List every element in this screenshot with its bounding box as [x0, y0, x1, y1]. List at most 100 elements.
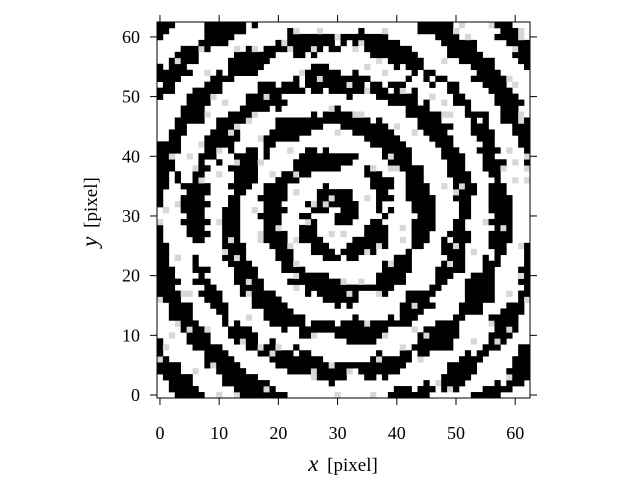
heatmap-cell [470, 75, 478, 82]
heatmap-cell [257, 236, 264, 244]
heatmap-cell [417, 344, 424, 351]
heatmap-cell [393, 386, 401, 393]
heatmap-cell [458, 380, 466, 387]
heatmap-cell [263, 189, 270, 196]
heatmap-cell [299, 326, 306, 333]
heatmap-cell [186, 338, 193, 345]
heatmap-cell [186, 69, 193, 77]
heatmap-cell [370, 87, 377, 94]
heatmap-cell [423, 183, 430, 190]
heatmap-cell [411, 195, 418, 202]
heatmap-cell [198, 159, 205, 166]
heatmap-cell [370, 332, 377, 339]
heatmap-cell [299, 69, 306, 77]
heatmap-cell [524, 284, 531, 291]
heatmap-cell [429, 207, 436, 214]
heatmap-cell [518, 296, 525, 303]
heatmap-cell [506, 75, 513, 82]
heatmap-cell [524, 135, 531, 142]
heatmap-cell [393, 165, 401, 172]
heatmap-cell [423, 195, 430, 202]
heatmap-cell [275, 93, 282, 100]
heatmap-cell [174, 254, 181, 262]
heatmap-cell [423, 230, 430, 238]
heatmap-cell [180, 201, 187, 208]
heatmap-cell [157, 242, 164, 250]
heatmap-cell [524, 129, 531, 136]
heatmap-cell [186, 218, 193, 226]
heatmap-cell [364, 338, 371, 345]
heatmap-cell [423, 218, 430, 226]
heatmap-cell [293, 171, 300, 178]
heatmap-cell [470, 302, 478, 309]
heatmap-cell [281, 260, 288, 267]
heatmap-cell [245, 260, 253, 267]
heatmap-cell [233, 362, 241, 369]
heatmap-cell [198, 171, 205, 178]
heatmap-cell [269, 296, 276, 303]
heatmap-cell [233, 177, 241, 184]
heatmap-cell [269, 302, 276, 309]
heatmap-cell [192, 207, 199, 214]
heatmap-cell [405, 111, 412, 118]
heatmap-cell [310, 326, 318, 333]
heatmap-cell [328, 195, 335, 202]
heatmap-cell [328, 290, 335, 297]
heatmap-cell [524, 242, 531, 250]
heatmap-cell [228, 69, 235, 77]
heatmap-cell [411, 87, 418, 94]
heatmap-cell [251, 207, 258, 214]
heatmap-cell [524, 254, 531, 262]
heatmap-cell [340, 75, 347, 82]
heatmap-cell [269, 171, 276, 178]
heatmap-cell [364, 374, 371, 381]
heatmap-cell [453, 242, 460, 250]
heatmap-cell [346, 332, 353, 339]
heatmap-cell [263, 386, 270, 393]
heatmap-cell [305, 147, 312, 154]
heatmap-cell [340, 368, 347, 375]
heatmap-cell [233, 386, 241, 393]
heatmap-cell [476, 147, 483, 154]
heatmap-cell [180, 111, 187, 118]
heatmap-cell [482, 147, 489, 154]
heatmap-cell [257, 99, 264, 106]
heatmap-cell [387, 356, 395, 363]
heatmap-cell [257, 290, 264, 297]
heatmap-cell [393, 93, 401, 100]
heatmap-cell [346, 159, 353, 166]
heatmap-cell [358, 123, 365, 130]
heatmap-cell [334, 159, 341, 166]
heatmap-cell [257, 159, 264, 166]
heatmap-cell [269, 183, 276, 190]
heatmap-cell [500, 207, 507, 214]
heatmap-cell [316, 87, 324, 94]
heatmap-cell [458, 308, 466, 315]
heatmap-cell [470, 63, 478, 71]
x-axis-label-unit: [pixel] [327, 455, 378, 476]
heatmap-cell [222, 368, 229, 375]
heatmap-cell [399, 51, 406, 59]
heatmap-cell [494, 314, 501, 321]
heatmap-cell [162, 183, 170, 190]
heatmap-cell [417, 308, 424, 315]
heatmap-cell [305, 236, 312, 244]
heatmap-cell [411, 189, 418, 196]
heatmap-cell [233, 171, 241, 178]
heatmap-cell [222, 254, 229, 262]
heatmap-cell [275, 129, 282, 136]
heatmap-cell [346, 117, 353, 124]
heatmap-cell [157, 189, 164, 196]
heatmap-cell [512, 159, 519, 166]
heatmap-cell [393, 272, 401, 279]
heatmap-cell [458, 39, 466, 47]
heatmap-cell [470, 39, 478, 47]
heatmap-cell [387, 392, 395, 399]
heatmap-cell [405, 159, 412, 166]
heatmap-cell [482, 290, 489, 297]
heatmap-cell [275, 230, 282, 238]
heatmap-cell [316, 368, 324, 375]
heatmap-cell [482, 260, 489, 267]
heatmap-cell [281, 45, 288, 53]
heatmap-cell [157, 63, 164, 71]
